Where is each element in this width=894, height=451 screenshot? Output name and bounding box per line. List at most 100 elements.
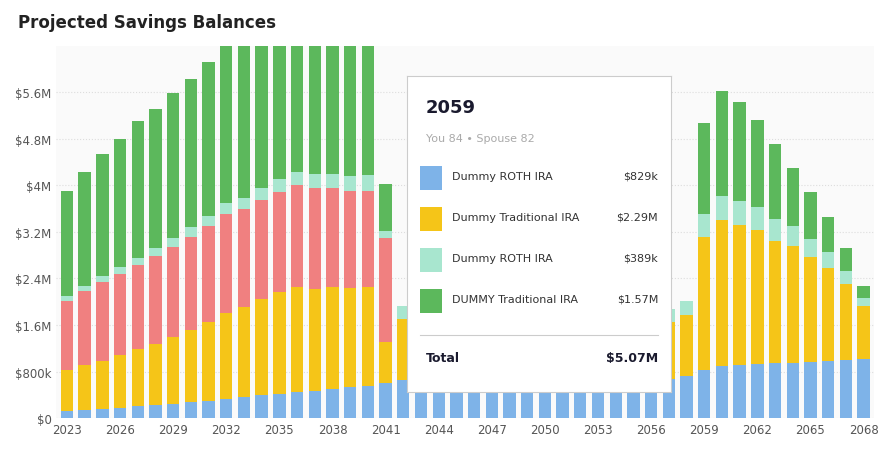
Bar	[556, 302, 569, 316]
Bar	[149, 249, 162, 257]
Bar	[627, 325, 639, 381]
Bar	[556, 316, 569, 377]
Text: $829k: $829k	[622, 171, 657, 181]
Bar	[804, 239, 815, 258]
Bar	[361, 386, 374, 418]
Text: Dummy ROTH IRA: Dummy ROTH IRA	[451, 253, 552, 263]
Bar	[609, 311, 621, 323]
Bar	[79, 366, 91, 410]
Bar	[361, 22, 374, 176]
Bar	[202, 217, 215, 227]
Bar	[308, 189, 321, 289]
Bar	[273, 292, 285, 394]
Bar	[379, 343, 392, 383]
Bar	[679, 315, 692, 376]
Bar	[238, 307, 250, 397]
Bar	[131, 258, 144, 266]
Bar	[804, 258, 815, 363]
Bar	[79, 173, 91, 286]
Bar	[79, 410, 91, 418]
Bar	[538, 313, 551, 377]
Bar	[715, 92, 728, 196]
Bar	[750, 120, 763, 208]
Bar	[291, 392, 303, 418]
Bar	[697, 237, 710, 370]
Bar	[361, 191, 374, 287]
Bar	[468, 293, 480, 308]
Bar	[591, 309, 603, 322]
Bar	[821, 268, 833, 361]
Bar	[768, 242, 780, 364]
Bar	[645, 315, 656, 327]
Bar	[839, 360, 851, 418]
Bar	[786, 247, 798, 363]
Bar	[220, 204, 232, 214]
Bar	[326, 288, 338, 389]
Bar	[520, 296, 533, 311]
Bar	[573, 379, 586, 418]
Bar	[679, 376, 692, 418]
Bar	[502, 310, 515, 375]
Bar	[167, 247, 179, 337]
Bar	[662, 310, 674, 322]
FancyBboxPatch shape	[420, 207, 441, 231]
Bar	[343, 191, 356, 289]
Bar	[804, 363, 815, 418]
Bar	[255, 23, 267, 189]
Bar	[61, 371, 73, 411]
Bar	[149, 344, 162, 405]
Bar	[131, 350, 144, 407]
Bar	[520, 311, 533, 375]
Bar	[291, 288, 303, 392]
Bar	[131, 266, 144, 350]
Bar	[343, 19, 356, 176]
Bar	[61, 301, 73, 371]
Bar	[167, 337, 179, 404]
Bar	[715, 366, 728, 418]
Bar	[750, 230, 763, 364]
Bar	[202, 63, 215, 217]
Bar	[662, 322, 674, 379]
Bar	[220, 214, 232, 313]
Text: $389k: $389k	[622, 253, 657, 263]
Bar	[839, 285, 851, 360]
Bar	[184, 80, 197, 228]
Text: Projected Savings Balances: Projected Savings Balances	[18, 14, 275, 32]
Bar	[609, 381, 621, 418]
Bar	[432, 311, 444, 375]
Bar	[61, 296, 73, 301]
Bar	[308, 175, 321, 189]
Bar	[273, 179, 285, 192]
Bar	[96, 283, 108, 361]
Bar	[856, 286, 869, 298]
Bar	[468, 308, 480, 373]
Bar	[114, 355, 126, 408]
Bar	[538, 377, 551, 418]
Bar	[627, 381, 639, 418]
Text: $2.29M: $2.29M	[616, 212, 657, 222]
Bar	[591, 322, 603, 380]
Bar	[856, 307, 869, 359]
Bar	[732, 365, 745, 418]
Text: Dummy ROTH IRA: Dummy ROTH IRA	[451, 171, 552, 181]
Bar	[149, 257, 162, 344]
Bar	[750, 208, 763, 230]
Bar	[627, 313, 639, 325]
Bar	[732, 226, 745, 365]
Bar	[414, 377, 426, 418]
Bar	[184, 228, 197, 237]
Bar	[786, 226, 798, 247]
Bar	[732, 103, 745, 202]
Bar	[61, 411, 73, 418]
Bar	[167, 404, 179, 418]
Bar	[732, 202, 745, 226]
Bar	[432, 297, 444, 311]
FancyBboxPatch shape	[420, 290, 441, 313]
Bar	[379, 238, 392, 343]
Bar	[291, 173, 303, 186]
Bar	[255, 300, 267, 396]
Bar	[379, 231, 392, 238]
Bar	[114, 268, 126, 274]
Bar	[273, 394, 285, 418]
Bar	[856, 359, 869, 418]
